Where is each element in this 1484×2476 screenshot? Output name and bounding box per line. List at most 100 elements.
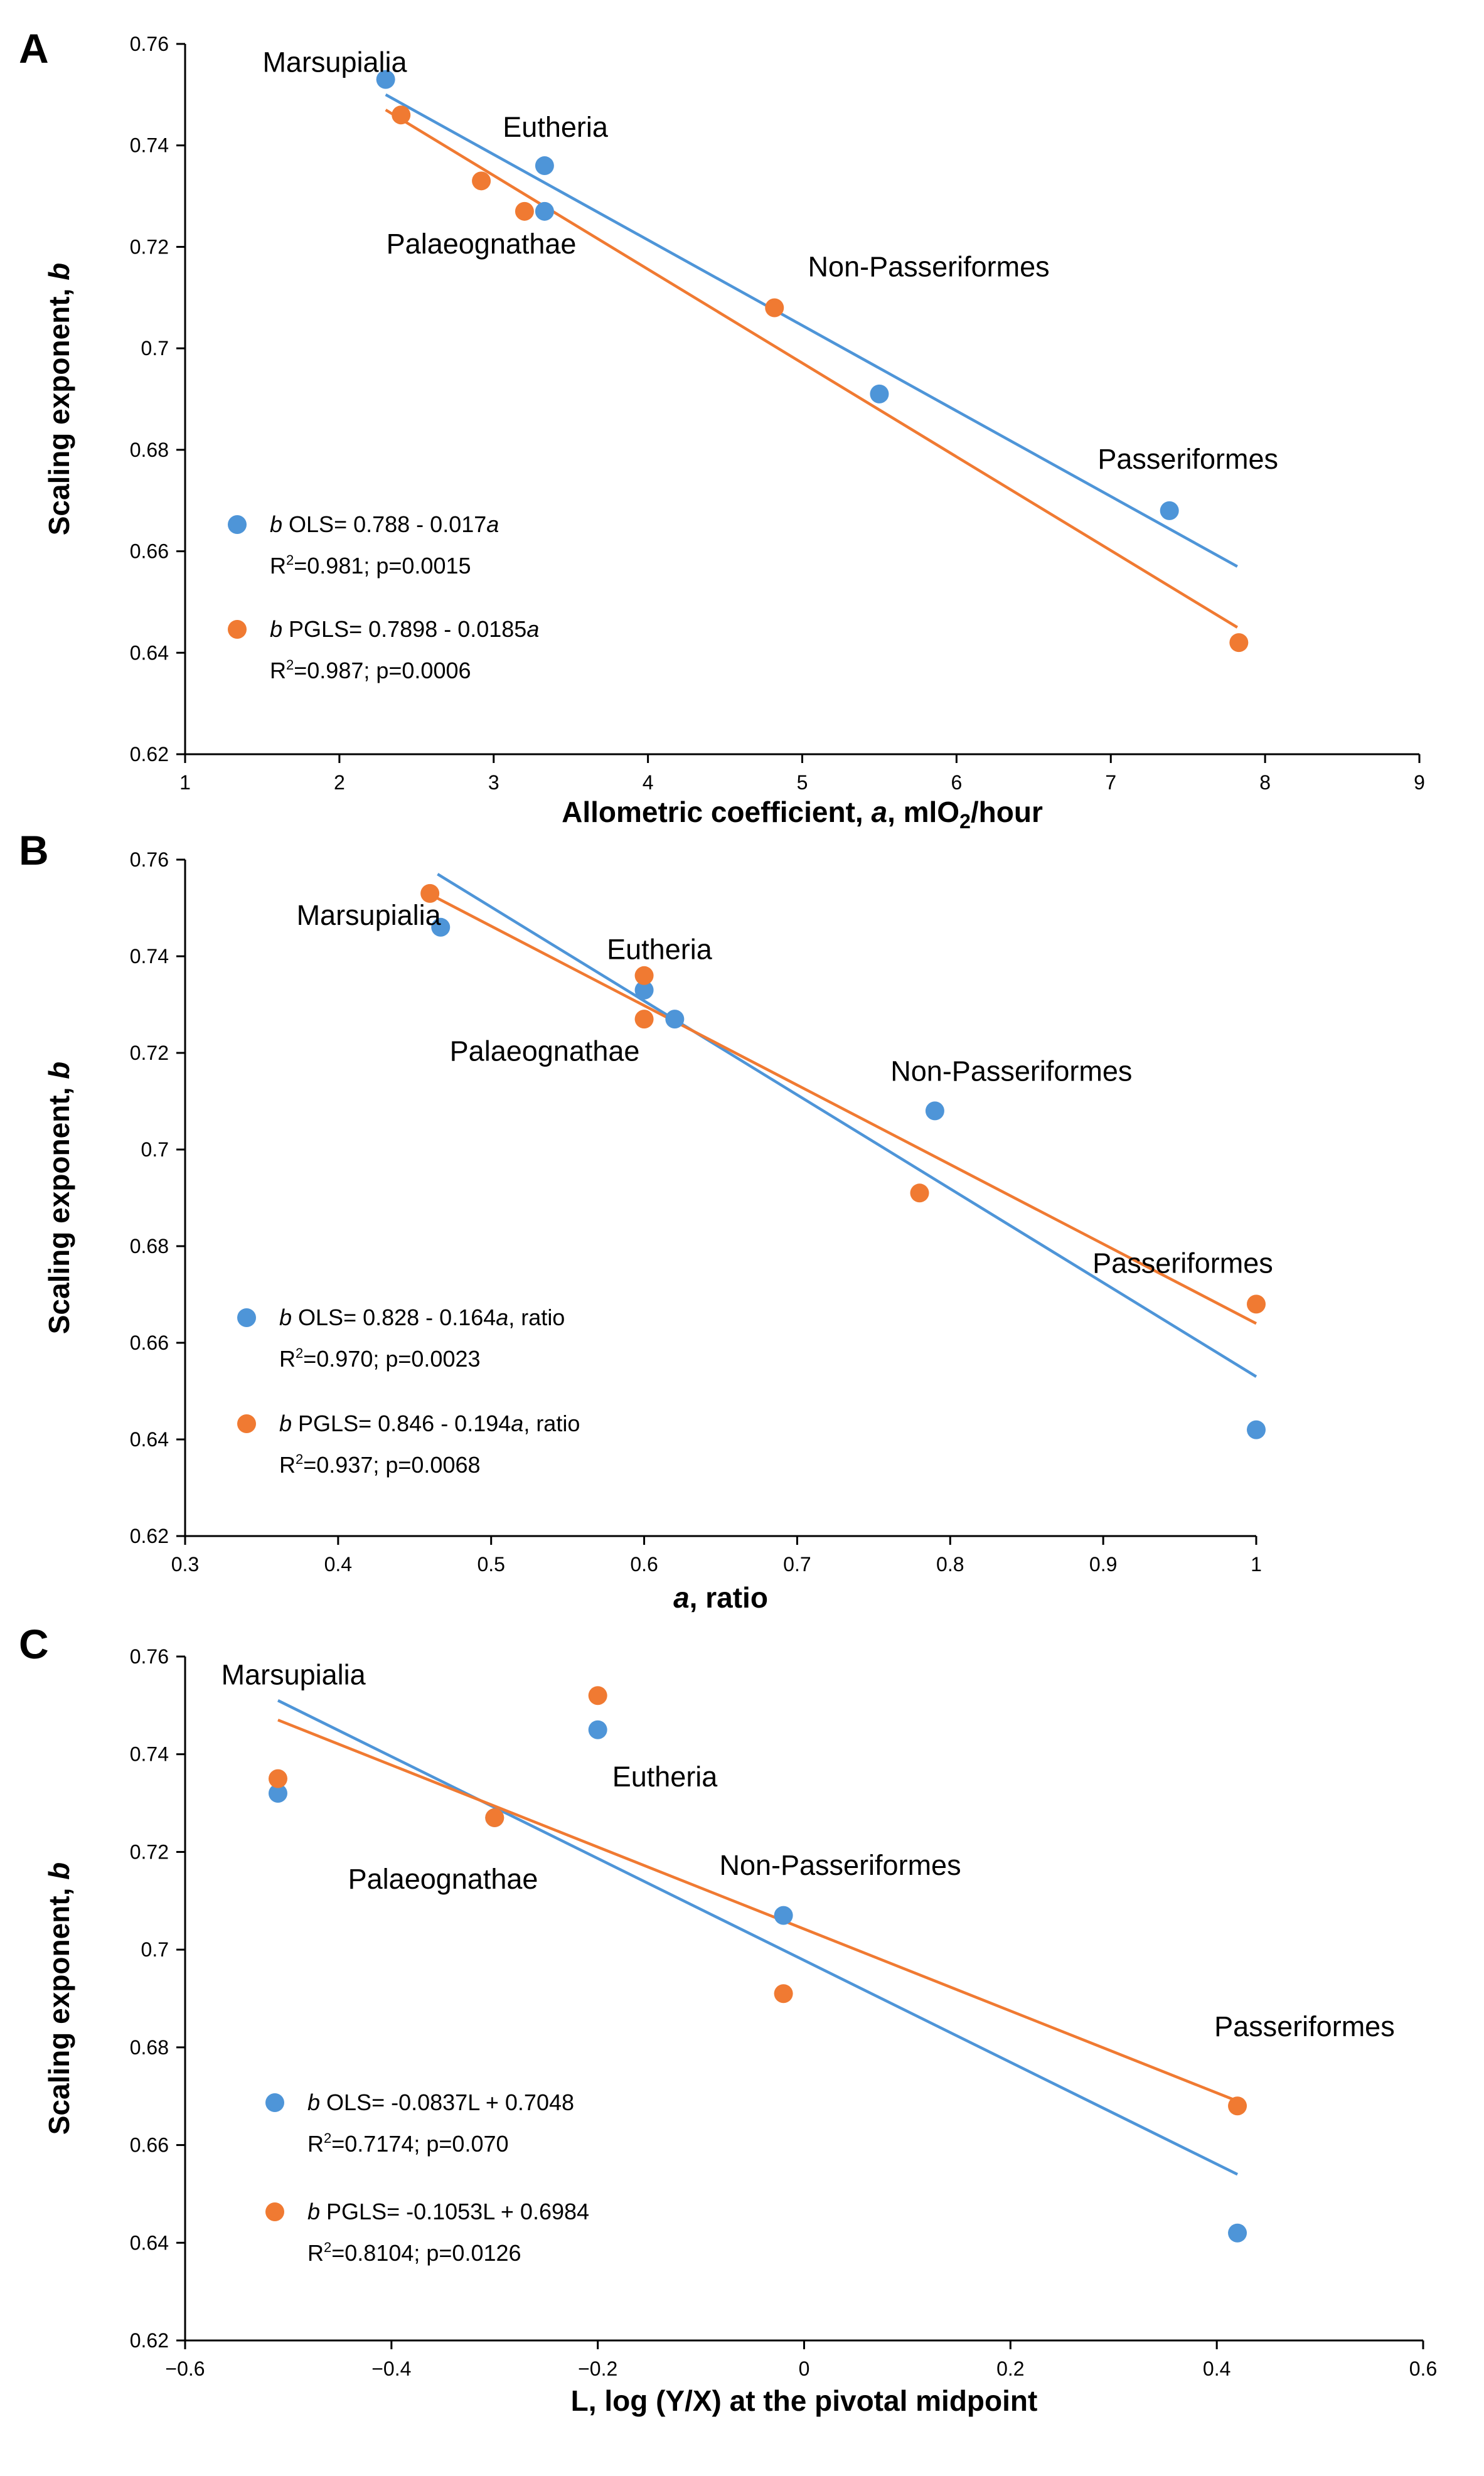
pgls-data-point <box>1229 633 1249 653</box>
legend-r2: R2=0.981; p=0.0015 <box>270 552 471 579</box>
x-tick-label: 0.5 <box>477 1553 504 1576</box>
legend-marker-pgls <box>265 2202 284 2221</box>
y-tick-label: 0.76 <box>130 33 169 55</box>
x-tick-label: −0.4 <box>371 2357 411 2380</box>
legend-marker-pgls <box>237 1414 256 1433</box>
ols-data-point <box>1228 2223 1247 2243</box>
legend-marker-ols <box>265 2093 284 2112</box>
legend-equation: b OLS= -0.0837L + 0.7048 <box>307 2089 574 2115</box>
point-label: Marsupialia <box>222 1658 366 1690</box>
x-axis-title: a, ratio <box>673 1581 768 1614</box>
pgls-data-point <box>1247 1294 1266 1314</box>
ols-data-point <box>535 201 554 221</box>
pgls-data-point <box>1228 2096 1247 2116</box>
ols-data-point <box>588 1720 607 1739</box>
pgls-data-point <box>634 966 654 985</box>
y-tick-label: 0.64 <box>130 2231 169 2254</box>
y-tick-label: 0.68 <box>130 439 169 461</box>
point-label: Non-Passeriformes <box>808 250 1050 282</box>
y-tick-label: 0.72 <box>130 1840 169 1863</box>
legend-marker-pgls <box>228 620 247 639</box>
pgls-fit-line <box>437 897 1257 1325</box>
y-tick-label: 0.76 <box>130 1645 169 1668</box>
ols-data-point <box>1247 1420 1266 1439</box>
y-tick-label: 0.66 <box>130 1331 169 1354</box>
y-tick-label: 0.68 <box>130 1235 169 1257</box>
pgls-data-point <box>765 298 784 318</box>
y-tick-label: 0.74 <box>130 1743 169 1766</box>
x-tick-label: 0.6 <box>1409 2357 1437 2380</box>
y-tick-label: 0.66 <box>130 540 169 563</box>
x-tick-label: 0.4 <box>324 1553 352 1576</box>
point-label: Marsupialia <box>297 899 442 931</box>
legend-marker-ols <box>237 1308 256 1327</box>
point-label: Eutheria <box>607 934 713 966</box>
y-tick-label: 0.74 <box>130 945 169 968</box>
y-tick-label: 0.64 <box>130 641 169 664</box>
ols-data-point <box>1160 501 1179 520</box>
x-tick-label: 0.8 <box>936 1553 964 1576</box>
x-axis-title: Allometric coefficient, a, mlO2/hour <box>562 796 1043 833</box>
point-label: Eutheria <box>612 1761 718 1793</box>
legend-r2: R2=0.7174; p=0.070 <box>307 2130 509 2157</box>
pgls-data-point <box>515 201 534 221</box>
y-tick-label: 0.68 <box>130 2036 169 2059</box>
pgls-fit-line <box>385 109 1239 629</box>
x-tick-label: 6 <box>951 771 962 794</box>
legend-r2: R2=0.987; p=0.0006 <box>270 657 471 683</box>
point-label: Non-Passeriformes <box>719 1849 961 1881</box>
point-label: Palaeognathae <box>348 1863 538 1895</box>
y-tick-label: 0.74 <box>130 134 169 157</box>
x-tick-label: 5 <box>797 771 808 794</box>
panel-letter: B <box>19 827 49 873</box>
point-label: Palaeognathae <box>387 228 577 260</box>
x-tick-label: −0.2 <box>578 2357 617 2380</box>
ols-data-point <box>268 1784 287 1803</box>
x-tick-label: 2 <box>334 771 345 794</box>
x-axis-title: L, log (Y/X) at the pivotal midpoint <box>571 2384 1038 2417</box>
pgls-data-point <box>420 883 440 903</box>
ols-data-point <box>665 1010 685 1029</box>
ols-fit-line <box>385 93 1238 568</box>
y-axis-title: Scaling exponent, b <box>43 1862 75 2135</box>
legend-equation: b PGLS= 0.7898 - 0.0185a <box>270 616 539 642</box>
y-tick-label: 0.7 <box>141 1138 169 1161</box>
x-tick-label: 0.6 <box>630 1553 658 1576</box>
legend-equation: b PGLS= 0.846 - 0.194a, ratio <box>279 1411 580 1436</box>
pgls-data-point <box>472 171 491 191</box>
ols-data-point <box>535 156 554 176</box>
legend-r2: R2=0.970; p=0.0023 <box>279 1345 481 1372</box>
ols-data-point <box>431 917 451 937</box>
x-tick-label: 3 <box>488 771 499 794</box>
y-tick-label: 0.66 <box>130 2134 169 2157</box>
x-tick-label: 0.9 <box>1089 1553 1117 1576</box>
x-tick-label: 0 <box>799 2357 810 2380</box>
y-tick-label: 0.62 <box>130 743 169 766</box>
ols-fit-line <box>437 873 1257 1378</box>
panel-letter: A <box>19 25 49 72</box>
x-tick-label: −0.6 <box>165 2357 205 2380</box>
x-tick-label: 0.2 <box>996 2357 1024 2380</box>
pgls-data-point <box>588 1686 607 1705</box>
point-label: Marsupialia <box>262 46 407 78</box>
legend-marker-ols <box>228 515 247 534</box>
legend-equation: b PGLS= -0.1053L + 0.6984 <box>307 2199 589 2224</box>
ols-data-point <box>774 1906 793 1925</box>
y-axis-title: Scaling exponent, b <box>43 1062 75 1335</box>
chart-panel-c: C 0.62 0.64 0.66 0.68 0.7 0.72 0.74 0.76 −0.6 −0.4… <box>19 1621 1437 2417</box>
y-tick-label: 0.7 <box>141 337 169 360</box>
legend-equation: b OLS= 0.828 - 0.164a, ratio <box>279 1305 565 1330</box>
legend-equation: b OLS= 0.788 - 0.017a <box>270 511 499 537</box>
ols-data-point <box>870 384 889 403</box>
x-tick-label: 9 <box>1414 771 1425 794</box>
point-label: Passeriformes <box>1097 443 1278 475</box>
y-tick-label: 0.72 <box>130 1042 169 1064</box>
point-label: Non-Passeriformes <box>890 1055 1132 1087</box>
y-tick-label: 0.7 <box>141 1938 169 1961</box>
y-tick-label: 0.62 <box>130 2329 169 2352</box>
x-tick-label: 0.4 <box>1203 2357 1230 2380</box>
legend-r2: R2=0.8104; p=0.0126 <box>307 2239 521 2266</box>
ols-data-point <box>925 1101 944 1121</box>
x-tick-label: 4 <box>643 771 654 794</box>
